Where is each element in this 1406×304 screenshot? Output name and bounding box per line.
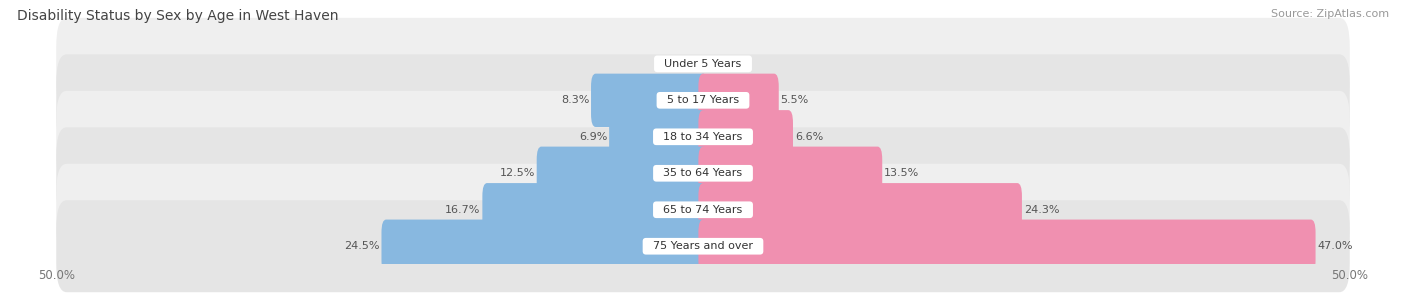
Text: 6.6%: 6.6%: [794, 132, 823, 142]
FancyBboxPatch shape: [56, 127, 1350, 219]
FancyBboxPatch shape: [591, 74, 707, 127]
FancyBboxPatch shape: [482, 183, 707, 237]
Text: Source: ZipAtlas.com: Source: ZipAtlas.com: [1271, 9, 1389, 19]
FancyBboxPatch shape: [699, 219, 1316, 273]
Text: Disability Status by Sex by Age in West Haven: Disability Status by Sex by Age in West …: [17, 9, 339, 23]
Text: 13.5%: 13.5%: [884, 168, 920, 178]
FancyBboxPatch shape: [537, 147, 707, 200]
FancyBboxPatch shape: [56, 200, 1350, 292]
Text: 18 to 34 Years: 18 to 34 Years: [657, 132, 749, 142]
FancyBboxPatch shape: [699, 74, 779, 127]
Text: 12.5%: 12.5%: [499, 168, 534, 178]
Text: 47.0%: 47.0%: [1317, 241, 1353, 251]
FancyBboxPatch shape: [699, 147, 882, 200]
Text: 6.9%: 6.9%: [579, 132, 607, 142]
FancyBboxPatch shape: [609, 110, 707, 164]
FancyBboxPatch shape: [381, 219, 707, 273]
Text: Under 5 Years: Under 5 Years: [658, 59, 748, 69]
FancyBboxPatch shape: [699, 110, 793, 164]
FancyBboxPatch shape: [56, 18, 1350, 110]
Text: 75 Years and over: 75 Years and over: [645, 241, 761, 251]
Text: 5.5%: 5.5%: [780, 95, 808, 105]
FancyBboxPatch shape: [56, 91, 1350, 183]
Text: 0.0%: 0.0%: [710, 59, 738, 69]
Text: 16.7%: 16.7%: [446, 205, 481, 215]
FancyBboxPatch shape: [699, 183, 1022, 237]
Text: 24.5%: 24.5%: [344, 241, 380, 251]
FancyBboxPatch shape: [56, 54, 1350, 146]
FancyBboxPatch shape: [56, 164, 1350, 256]
Text: 65 to 74 Years: 65 to 74 Years: [657, 205, 749, 215]
Text: 0.0%: 0.0%: [668, 59, 696, 69]
Text: 35 to 64 Years: 35 to 64 Years: [657, 168, 749, 178]
Text: 8.3%: 8.3%: [561, 95, 589, 105]
Text: 5 to 17 Years: 5 to 17 Years: [659, 95, 747, 105]
Text: 24.3%: 24.3%: [1024, 205, 1059, 215]
